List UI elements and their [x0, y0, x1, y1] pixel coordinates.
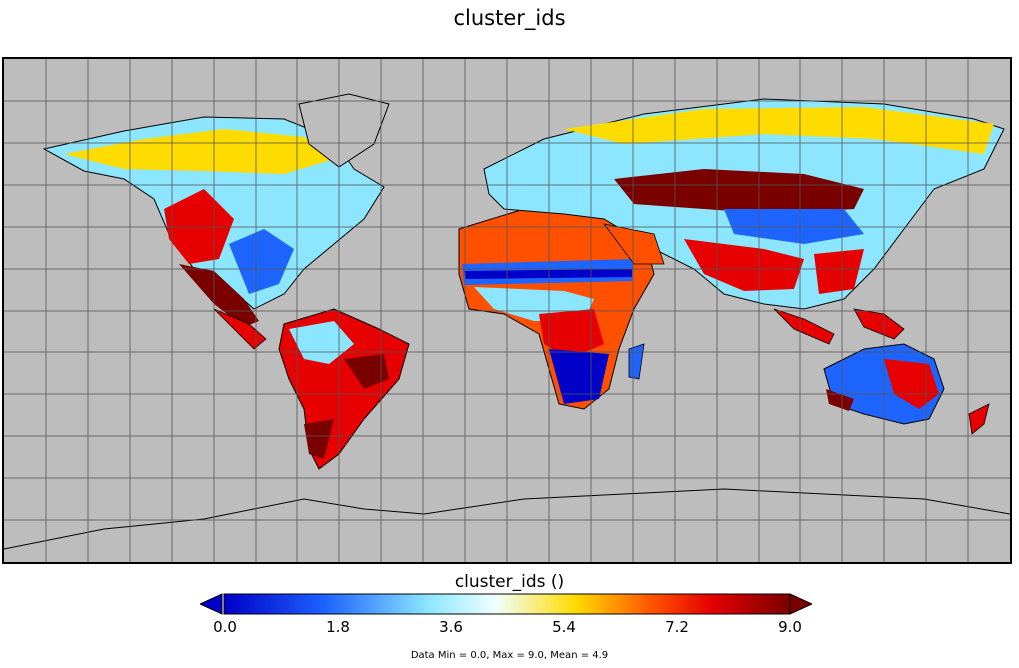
- colorbar-max-extend-arrow: [789, 593, 812, 615]
- page-title: cluster_ids: [453, 6, 566, 30]
- colorbar: [200, 593, 812, 615]
- colorbar-tick: 3.6: [439, 618, 463, 636]
- lat-lon-grid: [4, 59, 1010, 562]
- colorbar-tick: 5.4: [552, 618, 576, 636]
- africa-land: [458, 208, 655, 410]
- colorbar-min-extend-arrow: [200, 593, 223, 615]
- map-canvas: [4, 59, 1010, 562]
- world-map[interactable]: [2, 57, 1012, 564]
- greenland-outline: [298, 93, 390, 168]
- colorbar-gradient: [223, 593, 791, 615]
- colorbar-tick: 1.8: [326, 618, 350, 636]
- colorbar-tick: 0.0: [213, 618, 237, 636]
- maritime-asia-land: [773, 308, 905, 345]
- new-zealand-land: [968, 403, 990, 435]
- colorbar-tick: 7.2: [665, 618, 689, 636]
- colorbar-title: cluster_ids (): [454, 572, 565, 592]
- antarctica-outline: [4, 488, 1010, 550]
- colorbar-tick: 9.0: [778, 618, 802, 636]
- data-stats: Data Min = 0.0, Max = 9.0, Mean = 4.9: [410, 650, 609, 661]
